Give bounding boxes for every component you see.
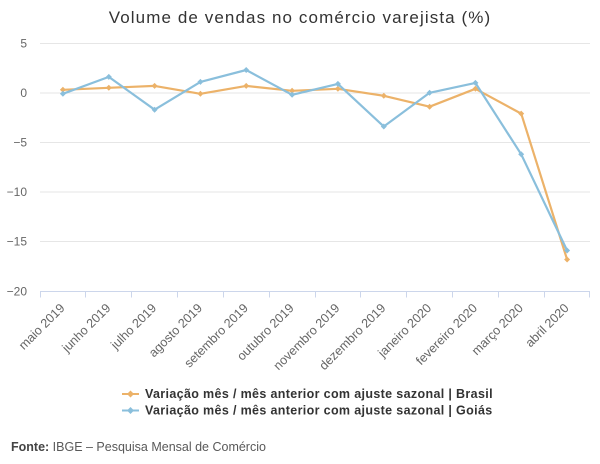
svg-text:−15: −15 — [7, 235, 28, 249]
svg-text:Variação mês / mês anterior co: Variação mês / mês anterior com ajuste s… — [145, 387, 493, 401]
svg-text:−5: −5 — [13, 136, 27, 150]
svg-text:0: 0 — [20, 86, 27, 100]
svg-text:Fonte: IBGE – Pesquisa Mensal: Fonte: IBGE – Pesquisa Mensal de Comérci… — [11, 440, 266, 454]
svg-text:5: 5 — [20, 37, 27, 51]
svg-text:−20: −20 — [7, 285, 28, 299]
svg-text:Variação mês / mês anterior co: Variação mês / mês anterior com ajuste s… — [145, 404, 493, 418]
svg-text:Volume de vendas no comércio v: Volume de vendas no comércio varejista (… — [109, 8, 492, 27]
svg-text:−10: −10 — [7, 185, 28, 199]
